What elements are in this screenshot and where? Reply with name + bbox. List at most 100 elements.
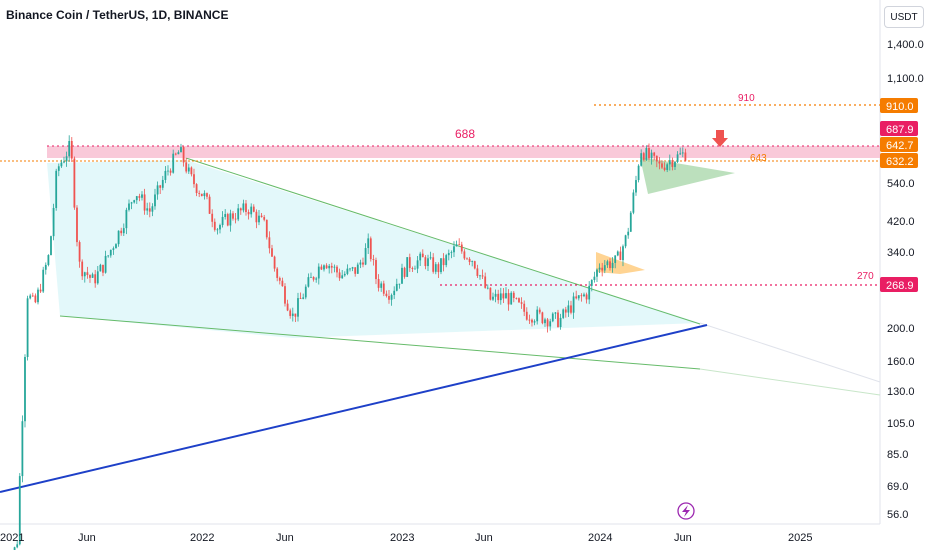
candle-body (154, 194, 156, 207)
candle-body (89, 275, 91, 278)
candle-body (76, 207, 78, 243)
xtick-2023: 2023 (390, 532, 414, 544)
candle-body (278, 277, 281, 281)
candle-body (138, 196, 141, 198)
lightning-icon[interactable] (677, 502, 695, 520)
candle-body (531, 319, 533, 323)
candle-body (44, 264, 47, 270)
candle-body (263, 217, 266, 220)
candle-body (320, 266, 323, 270)
candle-body (544, 319, 546, 324)
candle-body (167, 170, 169, 172)
candle-body (242, 203, 245, 211)
candle-body (510, 292, 513, 305)
candle-body (479, 275, 481, 277)
candle-body (247, 211, 250, 215)
ytick-200: 200.0 (887, 323, 915, 335)
candle-body (260, 215, 263, 218)
candle-body (414, 268, 416, 270)
candle-body (520, 302, 523, 304)
wedge-lower-extension (699, 368, 881, 396)
candle-body (351, 267, 354, 269)
candle-body (564, 309, 567, 313)
candle-body (588, 285, 591, 300)
candle-body (91, 274, 94, 278)
candle-body (580, 295, 583, 297)
wedge-fill (47, 160, 700, 338)
candle-body (245, 203, 247, 212)
candle-body (304, 286, 307, 298)
candle-body (679, 153, 682, 155)
candle-body (388, 296, 390, 300)
candle-body (640, 153, 643, 166)
candle-body (476, 268, 479, 276)
candle-body (536, 309, 539, 322)
candle-body (297, 298, 299, 317)
candle-body (107, 255, 110, 257)
candle-body (601, 267, 604, 271)
candle-body (437, 264, 440, 273)
candle-body (156, 185, 159, 195)
candle-body (172, 153, 175, 173)
candle-body (421, 253, 424, 258)
candle-body (481, 275, 484, 277)
candle-body (289, 310, 292, 316)
candle-body (455, 244, 458, 247)
candle-body (164, 170, 167, 180)
candle-body (239, 208, 242, 211)
ytick-105: 105.0 (887, 418, 915, 430)
ascending-support-line[interactable] (0, 324, 708, 493)
candle-body (102, 264, 104, 273)
candle-body (627, 231, 630, 236)
candle-body (468, 258, 471, 263)
candle-body (177, 152, 180, 155)
candle-body (208, 196, 211, 214)
price-tag-910: 910.0 (880, 98, 918, 113)
candle-body (328, 265, 331, 269)
candle-body (585, 294, 588, 300)
candle-body (219, 225, 221, 230)
xtick-2022: 2022 (190, 532, 214, 544)
flag-triangle-small[interactable] (596, 252, 645, 274)
flag-triangle-green[interactable] (640, 157, 735, 194)
candle-body (115, 244, 117, 249)
label-270: 270 (857, 271, 874, 282)
xtick-jun-2022: Jun (276, 532, 294, 544)
candle-body (684, 152, 687, 161)
candle-body (450, 252, 453, 254)
candle-body (276, 268, 279, 278)
candle-body (390, 295, 393, 300)
candle-body (174, 153, 177, 155)
candle-body (557, 312, 559, 328)
resistance-zone[interactable] (47, 146, 880, 158)
candle-body (50, 236, 52, 256)
candle-body (372, 259, 375, 261)
wedge-upper-line[interactable] (185, 157, 701, 325)
candle-body (185, 162, 188, 172)
ytick-1400: 1,400.0 (887, 39, 924, 51)
candle-body (497, 293, 500, 301)
xtick-jun-2021: Jun (78, 532, 96, 544)
candle-body (590, 279, 593, 286)
candle-body (198, 193, 201, 194)
candle-body (525, 311, 528, 320)
candle-body (434, 264, 437, 272)
candle-body (255, 211, 258, 223)
candle-body (70, 140, 73, 159)
label-688: 688 (455, 127, 475, 141)
candle-body (224, 214, 227, 217)
candle-body (486, 287, 489, 289)
svg-text:268.9: 268.9 (886, 280, 914, 292)
candle-body (161, 179, 164, 188)
candle-body (367, 238, 370, 249)
candle-body (226, 214, 229, 226)
candle-body (616, 251, 619, 256)
candle-body (629, 212, 632, 232)
candle-body (250, 206, 253, 215)
currency-button[interactable]: USDT (884, 6, 924, 28)
wedge-lower-line[interactable] (59, 315, 701, 370)
candle-body (96, 271, 99, 284)
candle-body (395, 283, 398, 291)
candle-body (317, 266, 320, 279)
